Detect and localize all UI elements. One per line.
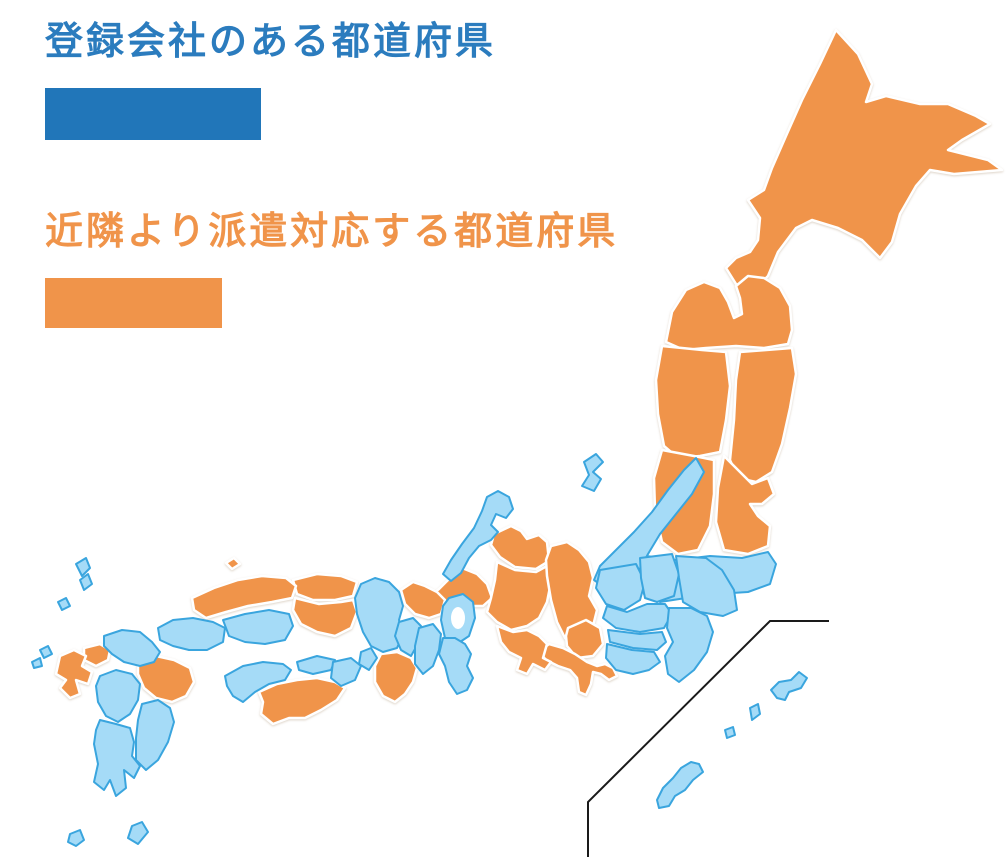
prefecture-hokkaido	[724, 28, 1004, 294]
prefecture-saitama	[602, 603, 673, 633]
prefecture-kumamoto	[95, 669, 141, 723]
prefecture-gunma	[595, 563, 646, 611]
prefecture-mie	[438, 637, 474, 695]
prefecture-kochi	[257, 676, 347, 726]
goto-island-north	[39, 645, 53, 659]
prefecture-okinawa	[656, 761, 704, 809]
legend-label-dispatch: 近隣より派遣対応する都道府県	[45, 210, 619, 253]
prefecture-okayama	[291, 596, 359, 638]
lake-biwa	[451, 607, 465, 629]
prefecture-chiba	[664, 607, 714, 683]
oki-islands	[224, 556, 242, 571]
prefecture-aomori	[664, 274, 794, 352]
prefecture-kanagawa	[605, 643, 661, 675]
tanegashima-island	[127, 821, 149, 845]
prefecture-kagawa	[296, 655, 336, 675]
prefecture-ishikawa	[442, 490, 514, 582]
prefecture-fukuoka	[103, 629, 161, 667]
prefecture-kyoto	[399, 580, 447, 620]
prefecture-gifu	[485, 560, 553, 632]
legend-label-registered: 登録会社のある都道府県	[45, 21, 497, 63]
legend-item-dispatch: 近隣より派遣対応する都道府県	[45, 210, 619, 328]
prefecture-tokushima	[330, 657, 362, 687]
legend-item-registered: 登録会社のある都道府県	[45, 21, 618, 140]
okinoerabu-island	[724, 726, 736, 739]
prefecture-nagasaki	[54, 648, 94, 700]
amami-island	[770, 671, 808, 701]
prefecture-nara	[414, 623, 442, 675]
prefecture-ibaraki	[675, 555, 738, 617]
legend: 登録会社のある都道府県 近隣より派遣対応する都道府県	[45, 21, 619, 328]
prefecture-kagoshima	[93, 719, 141, 797]
prefecture-oita	[136, 654, 196, 704]
prefecture-hiroshima	[222, 609, 294, 645]
prefecture-ehime	[224, 661, 292, 703]
registered-prefectures-group	[31, 453, 808, 847]
prefecture-tottori	[291, 572, 359, 602]
awaji-island	[358, 647, 378, 671]
prefecture-shimane	[190, 574, 298, 620]
prefecture-miyagi	[714, 454, 776, 556]
prefecture-akita	[654, 344, 732, 460]
prefecture-tochigi	[639, 553, 680, 603]
legend-swatch-dispatch	[45, 277, 222, 328]
legend-swatch-registered	[45, 87, 261, 140]
prefecture-wakayama	[373, 650, 419, 704]
yakushima-island	[67, 829, 85, 847]
goto-island-south	[31, 657, 43, 669]
prefecture-hyogo	[354, 577, 404, 653]
prefecture-yamanashi	[564, 618, 605, 660]
sado-island	[581, 453, 604, 492]
prefecture-yamaguchi	[157, 617, 226, 651]
prefecture-aichi	[495, 624, 553, 676]
dispatch-prefectures-group	[54, 28, 1004, 726]
tokunoshima-island	[749, 703, 761, 721]
tsushima-island-south	[79, 573, 93, 591]
prefecture-iwate	[728, 346, 798, 484]
prefecture-miyazaki	[135, 699, 175, 771]
prefecture-shizuoka	[537, 642, 619, 697]
tsushima-island-north	[75, 557, 91, 577]
iki-island	[57, 597, 71, 611]
prefecture-tokyo	[607, 629, 667, 651]
inset-divider-line	[587, 620, 829, 857]
